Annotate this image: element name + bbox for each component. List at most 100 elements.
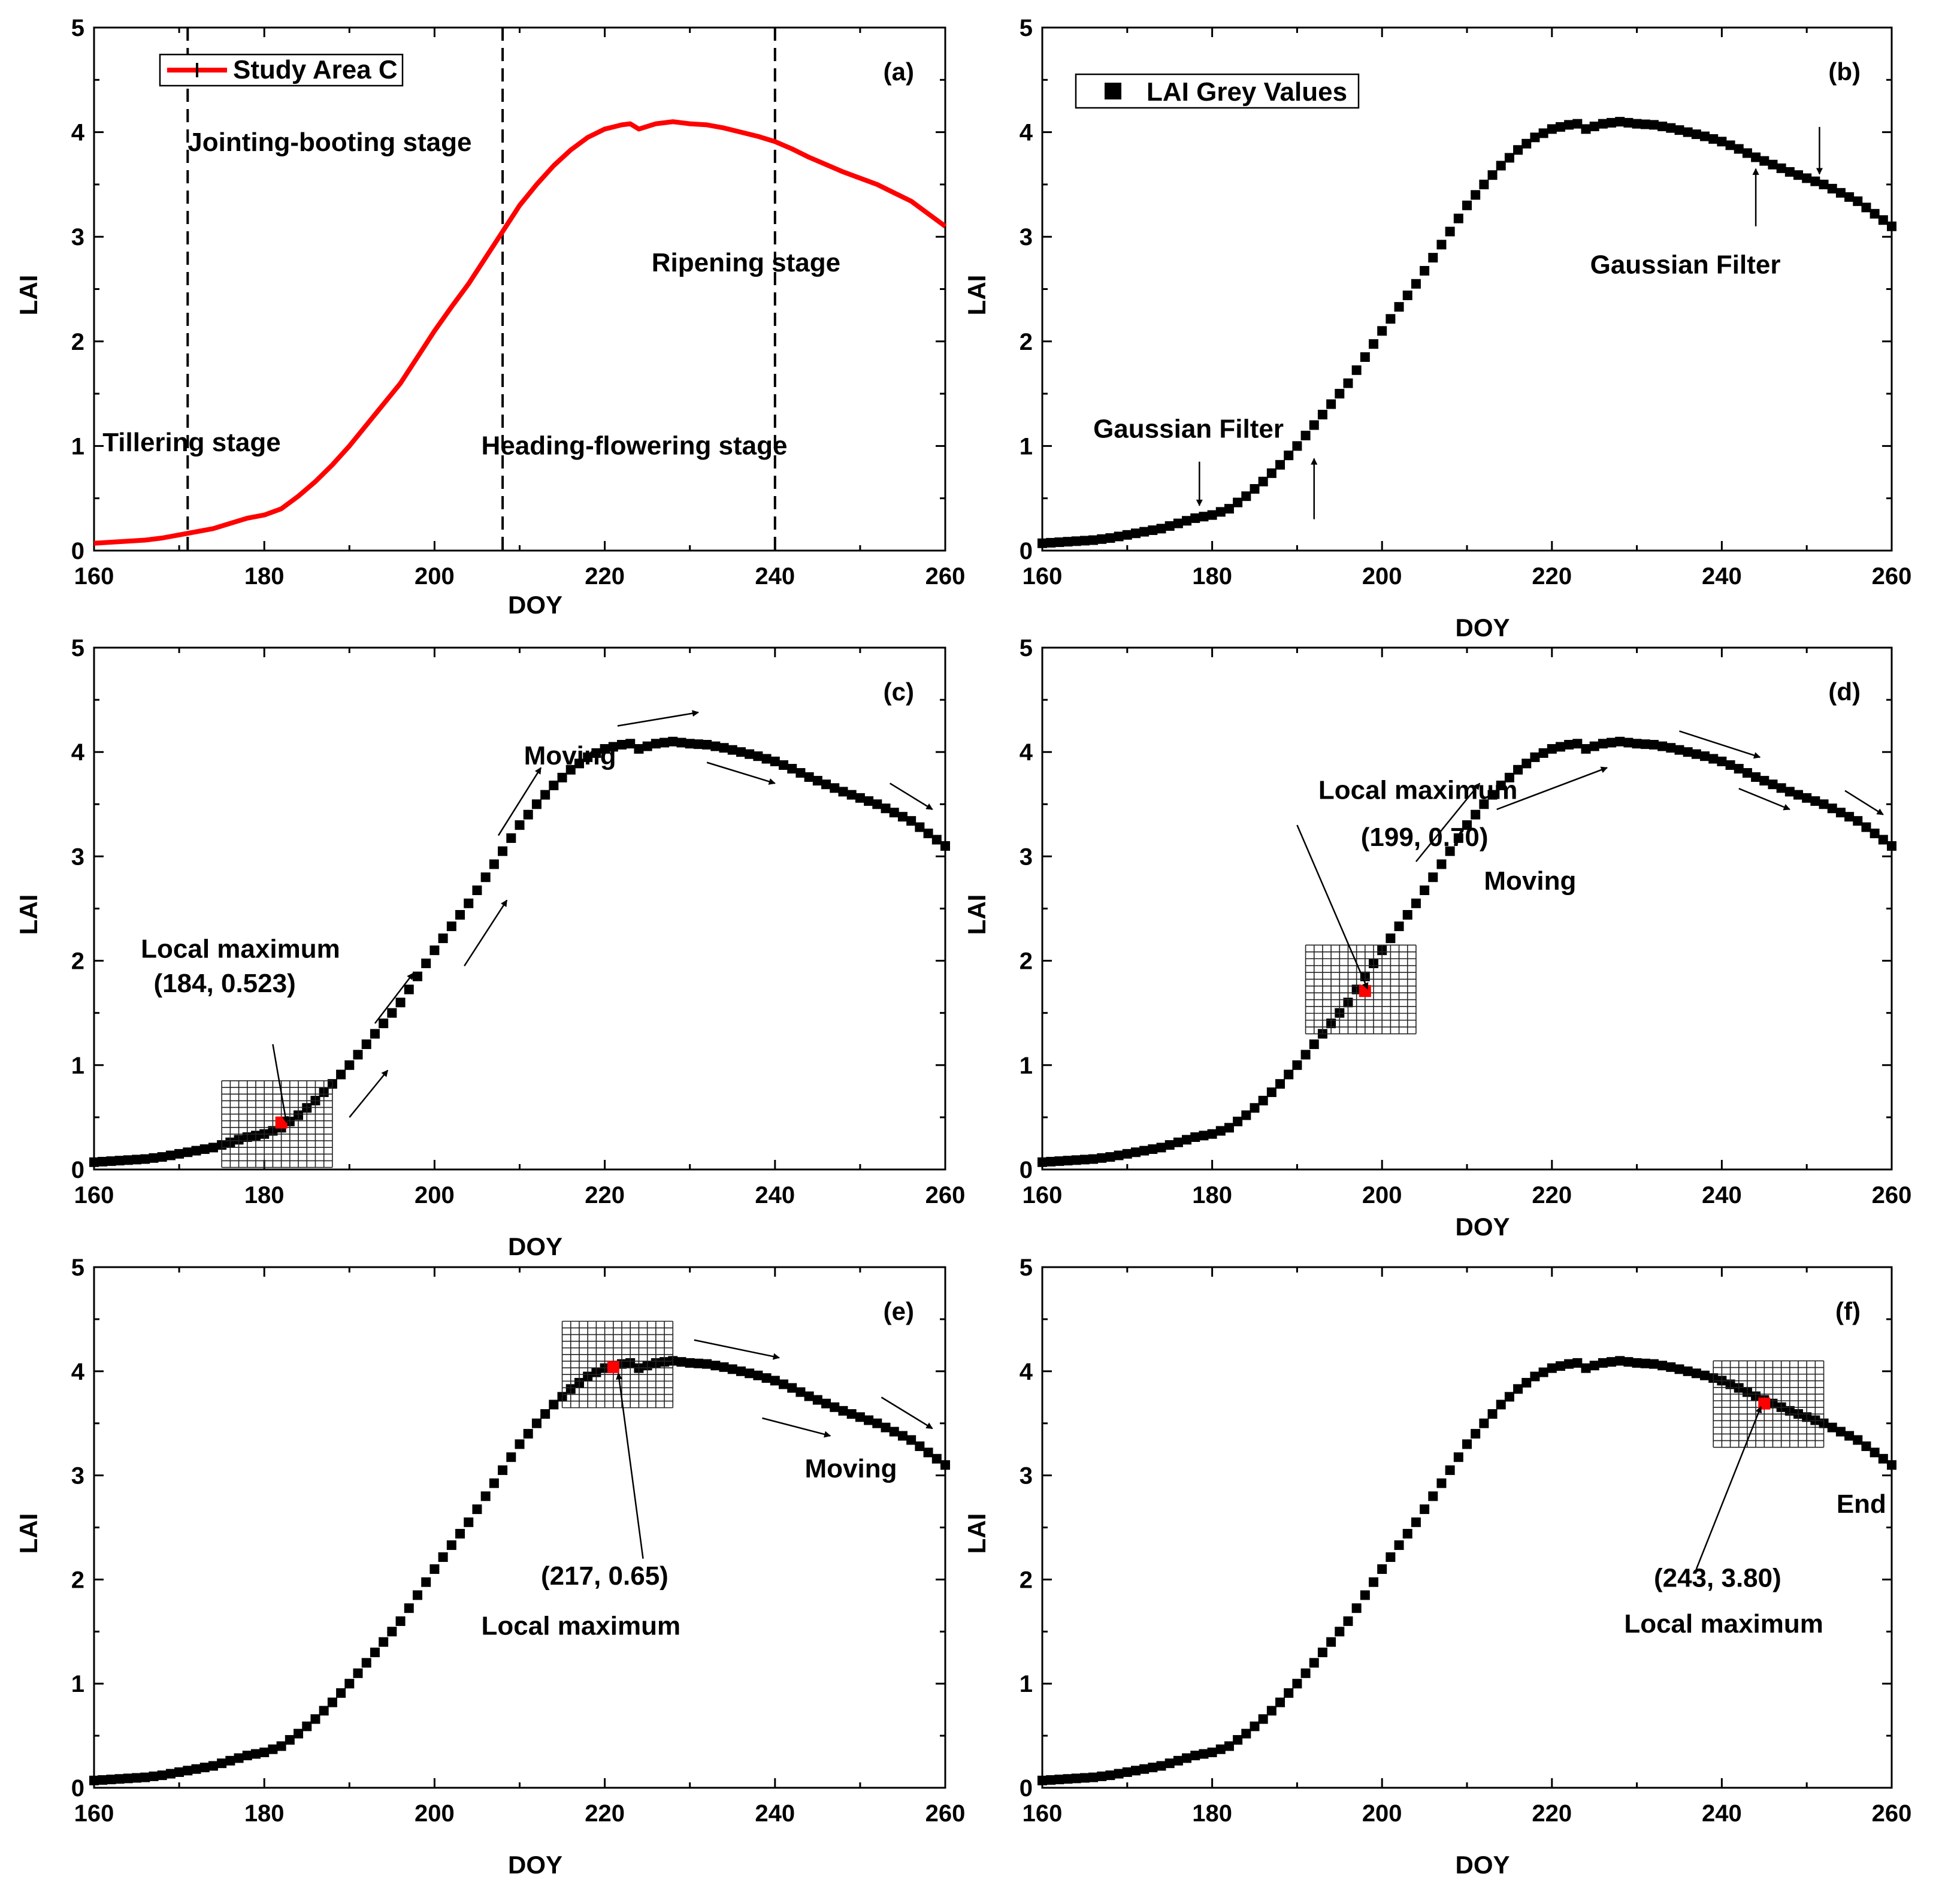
data-point [855, 793, 865, 803]
x-tick-label: 220 [585, 1182, 625, 1208]
x-tick-label: 180 [1192, 1800, 1232, 1827]
data-point [344, 1679, 355, 1689]
data-point [1853, 196, 1863, 206]
y-tick-label: 4 [1020, 120, 1033, 146]
x-tick-label: 260 [925, 1800, 966, 1827]
y-tick-label: 1 [1020, 433, 1033, 460]
x-tick-label: 160 [1023, 563, 1063, 590]
data-point [438, 1552, 448, 1563]
data-point [1199, 1749, 1209, 1759]
data-point [1521, 758, 1532, 769]
data-point [915, 1441, 925, 1451]
data-point [276, 1741, 286, 1751]
data-point [1853, 1435, 1863, 1445]
data-point [1564, 120, 1574, 130]
data-point [234, 1753, 244, 1763]
data-point [770, 1376, 780, 1386]
data-point [574, 758, 584, 769]
data-point [183, 1147, 193, 1157]
data-point [693, 739, 703, 749]
data-point [472, 885, 482, 896]
y-axis-label: LAI [14, 275, 43, 316]
x-tick-label: 240 [755, 1182, 795, 1208]
data-point [1122, 530, 1132, 540]
data-point [1266, 468, 1276, 478]
data-point [1861, 1441, 1871, 1451]
data-point [1436, 240, 1447, 250]
data-point [1708, 754, 1719, 764]
data-point [1683, 127, 1693, 137]
data-point [1275, 1697, 1285, 1707]
data-point [1751, 152, 1761, 162]
lai-marker-series [1037, 1356, 1896, 1785]
data-point [745, 1368, 755, 1379]
data-point [429, 945, 440, 956]
lai-marker-series [1037, 736, 1896, 1167]
data-point [1343, 378, 1353, 388]
data-point [1164, 521, 1175, 531]
data-point [1607, 1357, 1617, 1367]
data-point [1572, 1358, 1583, 1368]
data-point [761, 1373, 772, 1383]
data-point [1453, 833, 1463, 843]
data-point [1683, 1366, 1693, 1376]
data-point [464, 898, 474, 908]
data-point [906, 816, 916, 826]
data-point [906, 1435, 916, 1445]
data-point [1691, 749, 1701, 759]
y-tick-label: 1 [1020, 1053, 1033, 1079]
data-point [132, 1773, 142, 1783]
data-point [1589, 1361, 1599, 1371]
data-point [1835, 188, 1846, 198]
x-tick-label: 160 [74, 1800, 114, 1827]
data-point [1250, 483, 1260, 494]
data-point [1088, 535, 1099, 545]
data-point [1071, 1773, 1081, 1784]
data-point [1623, 117, 1634, 128]
data-point [889, 1427, 899, 1437]
data-point [1632, 739, 1642, 749]
data-point [294, 1728, 304, 1739]
data-point [1105, 1152, 1115, 1162]
data-point [1317, 410, 1327, 420]
data-point [379, 1637, 389, 1647]
y-tick-label: 3 [71, 844, 84, 870]
data-point [1105, 533, 1115, 543]
data-point [838, 787, 848, 797]
data-point [123, 1773, 133, 1784]
data-point [1768, 779, 1778, 790]
annotation-arrow [272, 1044, 289, 1123]
data-point [1420, 1504, 1430, 1515]
data-point [1657, 121, 1668, 131]
x-tick-label: 240 [1702, 563, 1742, 590]
data-point [846, 1409, 857, 1419]
x-axis-label: DOY [508, 591, 562, 619]
data-point [753, 1370, 763, 1380]
x-tick-label: 160 [74, 563, 114, 590]
data-point [1827, 183, 1837, 194]
data-point [429, 1564, 440, 1574]
data-point [1224, 504, 1234, 514]
x-axis-label: DOY [1455, 1851, 1510, 1879]
data-point [1190, 1132, 1200, 1142]
data-point [1581, 124, 1591, 134]
data-point [1207, 1129, 1217, 1139]
data-point [881, 803, 891, 814]
data-point [395, 998, 406, 1008]
data-point [1284, 1069, 1294, 1080]
data-point [660, 738, 670, 748]
data-point [1742, 148, 1752, 158]
data-point [1428, 872, 1438, 883]
data-point [719, 1362, 729, 1372]
data-point [625, 739, 636, 749]
data-point [821, 1398, 831, 1409]
data-point [353, 1668, 363, 1678]
data-point [1097, 1153, 1107, 1163]
data-point [1513, 764, 1523, 775]
data-point [1538, 748, 1548, 758]
data-point [1046, 1156, 1056, 1166]
annotation-text: Moving [524, 741, 616, 770]
data-point [89, 1775, 99, 1785]
data-point [89, 1157, 99, 1167]
data-point [98, 1775, 108, 1785]
